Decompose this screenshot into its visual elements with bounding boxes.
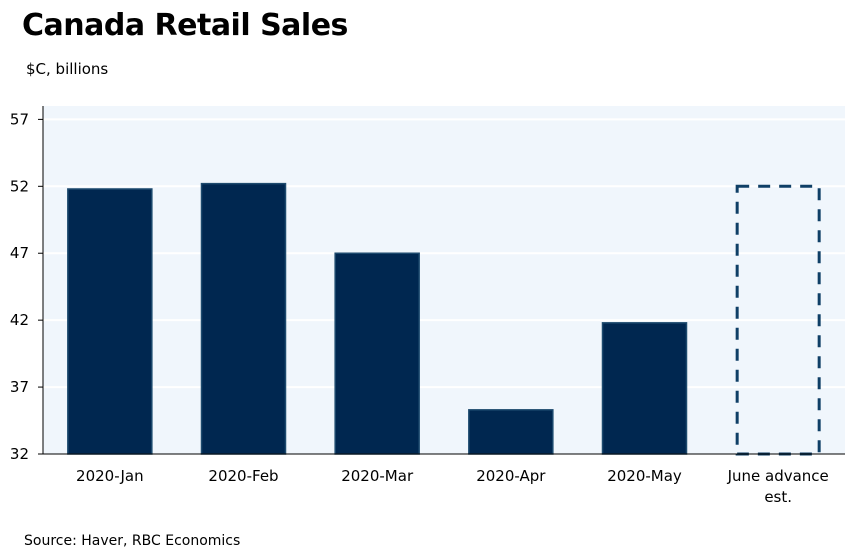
bar-series (67, 182, 821, 456)
y-axis-ticks: 32 37 42 47 52 57 (10, 110, 43, 463)
x-axis-labels: 2020-Jan 2020-Feb 2020-Mar 2020-Apr 2020-May… (76, 467, 829, 506)
bar-estimate (735, 184, 821, 456)
x-tick-label: 2020-Mar (341, 467, 414, 485)
bar (67, 188, 153, 455)
y-tick-label: 37 (10, 378, 29, 396)
source-note: Source: Haver, RBC Economics (24, 533, 241, 549)
x-tick-label: 2020-Feb (208, 467, 278, 485)
x-tick-label: 2020-Apr (476, 467, 546, 485)
plot-background (43, 106, 845, 454)
bar (601, 322, 688, 455)
bar (334, 252, 420, 455)
x-tick-label: 2020-Jan (76, 467, 144, 485)
y-tick-label: 32 (10, 445, 29, 463)
gridlines (43, 118, 845, 389)
y-tick-label: 52 (10, 177, 29, 195)
y-tick-label: 42 (10, 311, 29, 329)
x-tick-label: 2020-May (607, 467, 682, 485)
bar (200, 182, 287, 455)
chart-title: Canada Retail Sales (22, 8, 348, 43)
x-tick-label: est. (764, 488, 792, 506)
x-tick-label: June advance (727, 467, 829, 485)
bar (468, 409, 554, 455)
y-tick-label: 57 (10, 110, 29, 128)
y-tick-label: 47 (10, 244, 29, 262)
chart-subtitle: $C, billions (26, 60, 109, 78)
